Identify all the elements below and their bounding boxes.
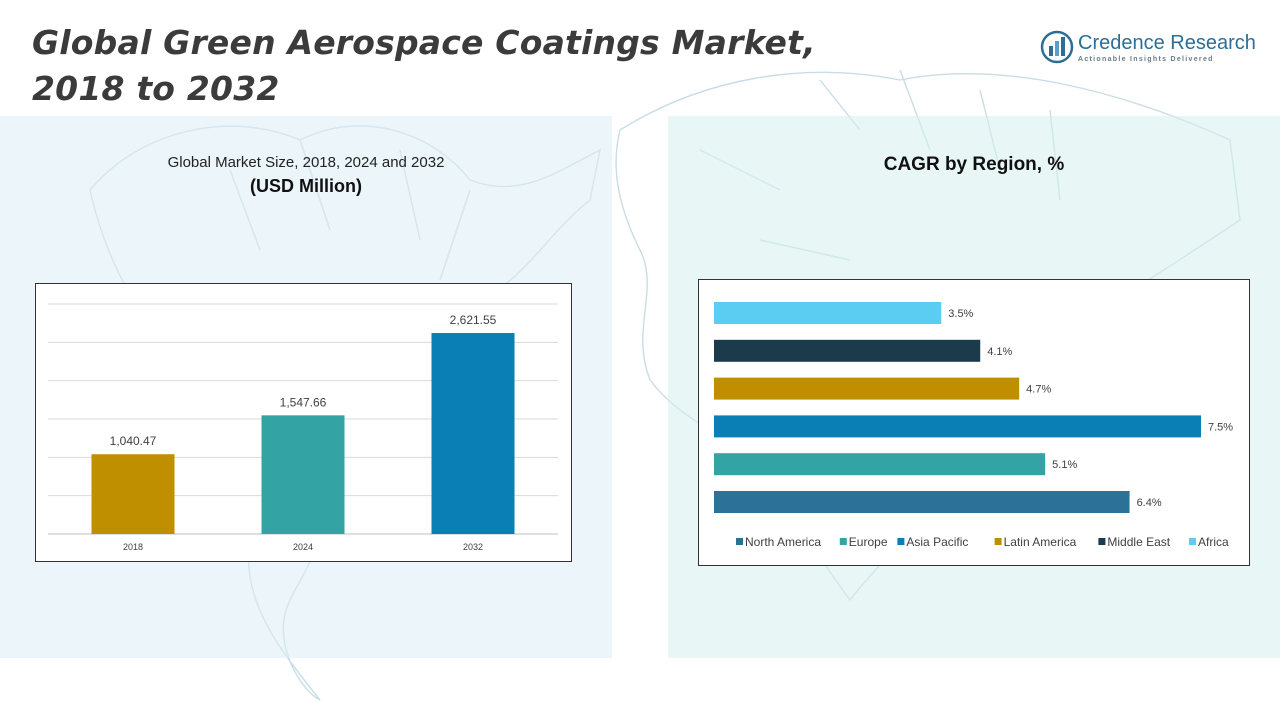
x-tick-label: 2024 <box>293 542 313 552</box>
bar-chart-logo-icon <box>1040 30 1074 64</box>
legend-swatch <box>839 538 847 545</box>
bar-2018 <box>91 454 175 534</box>
bar-value-label: 1,547.66 <box>280 395 327 409</box>
bar-2024 <box>261 415 345 534</box>
legend-swatch <box>1098 538 1106 545</box>
hbar-latin-america <box>714 377 1020 400</box>
legend-item-middle-east: Middle East <box>1107 535 1170 549</box>
hbar-value-label: 5.1% <box>1052 459 1077 471</box>
hbar-middle-east <box>714 339 981 362</box>
legend-swatch <box>994 538 1002 545</box>
hbar-africa <box>714 302 942 324</box>
legend-item-asia-pacific: Asia Pacific <box>906 535 968 549</box>
cagr-bar-chart: 6.4% 5.1% 7.5% 4.7% 4.1% 3.5% North America Eur… <box>714 302 1233 549</box>
legend-item-africa: Africa <box>1198 535 1229 549</box>
legend-item-north-america: North America <box>745 535 821 549</box>
bar-value-label: 1,040.47 <box>110 434 157 448</box>
hbar-north-america <box>714 491 1130 513</box>
legend-item-latin-america: Latin America <box>1004 535 1077 549</box>
market-size-bar-chart: 1,040.47 2018 1,547.66 2024 2,621.55 2032 <box>48 303 558 552</box>
page-title: Global Green Aerospace Coatings Market, … <box>32 20 816 112</box>
x-tick-label: 2018 <box>123 542 143 552</box>
x-tick-label: 2032 <box>463 542 483 552</box>
hbar-value-label: 7.5% <box>1208 421 1233 433</box>
credence-research-logo[interactable]: Credence Research Actionable Insights De… <box>1040 30 1256 68</box>
cagr-title: CAGR by Region, % <box>883 154 1065 175</box>
hbar-value-label: 4.1% <box>987 346 1012 358</box>
title-line-2: 2018 to 2032 <box>32 69 280 108</box>
cagr-chart-frame: 6.4% 5.1% 7.5% 4.7% 4.1% 3.5% North America Eur… <box>698 279 1250 566</box>
legend-swatch <box>1189 538 1196 545</box>
legend-swatch <box>736 538 743 545</box>
legend-swatch <box>897 538 905 545</box>
hbar-asia-pacific <box>714 415 1201 438</box>
hbar-europe <box>714 453 1046 476</box>
hbar-value-label: 3.5% <box>948 308 973 320</box>
market-size-subtitle: Global Market Size, 2018, 2024 and 2032 <box>167 154 445 171</box>
hbar-value-label: 6.4% <box>1137 497 1162 509</box>
market-size-unit: (USD Million) <box>250 176 362 196</box>
hbar-value-label: 4.7% <box>1026 384 1051 396</box>
bar-2032 <box>431 333 515 534</box>
logo-name: Credence Research <box>1078 32 1256 54</box>
title-line-1: Global Green Aerospace Coatings Market, <box>32 23 816 62</box>
bar-value-label: 2,621.55 <box>450 313 497 327</box>
legend-item-europe: Europe <box>849 535 888 549</box>
market-size-chart-frame: 1,040.47 2018 1,547.66 2024 2,621.55 2032 <box>35 283 572 562</box>
logo-tagline: Actionable Insights Delivered <box>1078 56 1214 63</box>
